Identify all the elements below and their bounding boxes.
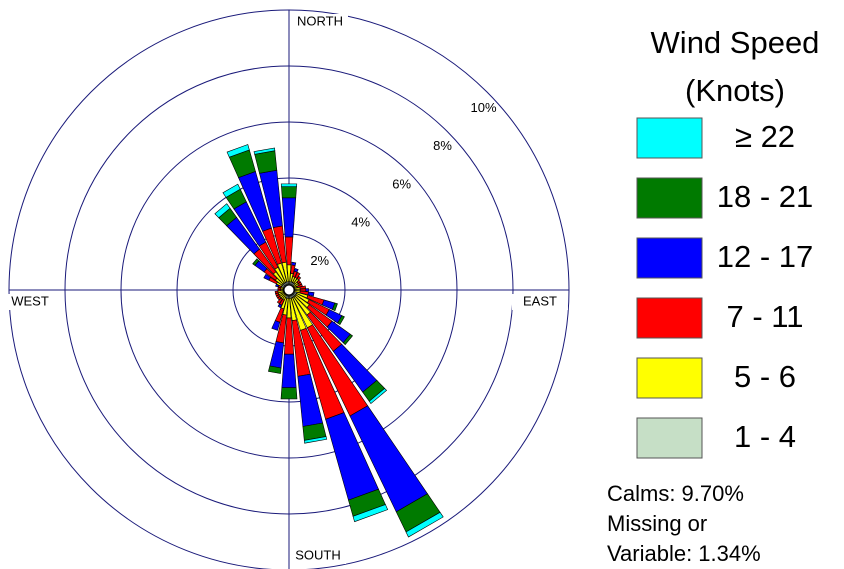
wind-segment (271, 320, 281, 331)
legend-label: 18 - 21 (717, 179, 814, 214)
wind-segment (291, 261, 297, 266)
cardinal-label: NORTH (297, 13, 343, 28)
wind-segment (277, 303, 283, 309)
label-bg (290, 548, 346, 564)
wind-segment (275, 292, 280, 297)
wind-segment (253, 147, 276, 155)
wind-segment (214, 203, 231, 219)
wind-segment (274, 290, 279, 294)
wind-segment (222, 183, 241, 198)
label-bg (292, 14, 348, 30)
calm-circle (283, 284, 295, 296)
wind-segment (299, 288, 307, 292)
legend-swatch (636, 417, 703, 459)
cardinal-label: SOUTH (295, 547, 341, 562)
wind-segment (342, 333, 354, 346)
wind-segment (276, 297, 283, 305)
legend-label: 1 - 4 (734, 419, 796, 454)
wind-segment (352, 504, 389, 523)
wind-segment (305, 288, 309, 292)
wind-segment (263, 273, 271, 281)
wind-segment (281, 186, 297, 199)
label-bg (512, 294, 568, 310)
ring-label: 10% (471, 100, 497, 115)
legend-swatch (636, 177, 703, 219)
legend-swatch (636, 117, 703, 159)
wind-segment (280, 387, 298, 400)
wind-segment (275, 294, 281, 299)
legend-subtitle: (Knots) (685, 73, 785, 108)
wind-segment (332, 302, 338, 312)
wind-segment (296, 275, 302, 281)
ring-label: 8% (433, 138, 452, 153)
wind-segment (275, 283, 280, 288)
wind-segment (268, 365, 282, 374)
missing-note: Variable: 1.34% (607, 541, 761, 566)
wind-segment (405, 511, 444, 538)
plot-area (2, 9, 570, 569)
wind-segment (277, 288, 281, 292)
legend-label: 5 - 6 (734, 359, 796, 394)
legend-label: 12 - 17 (717, 239, 814, 274)
cardinal-label: WEST (11, 293, 49, 308)
wind-segment (297, 281, 303, 286)
missing-note: Missing or (607, 511, 707, 536)
wind-segment (307, 291, 315, 297)
label-bg (2, 294, 58, 310)
cardinal-label: EAST (523, 293, 557, 308)
ring-label: 4% (351, 215, 370, 230)
wind-segment (226, 144, 250, 158)
wind-segment (277, 286, 282, 290)
legend-swatch (636, 297, 703, 339)
wind-segment (269, 341, 284, 369)
wind-segment (252, 258, 260, 266)
legend-swatch (636, 237, 703, 279)
legend-swatch (636, 357, 703, 399)
ring-label: 6% (392, 176, 411, 191)
wind-segment (254, 150, 278, 174)
wind-segment (280, 183, 298, 187)
wind-segment (277, 296, 282, 301)
legend-label: ≥ 22 (735, 119, 795, 154)
legend-label: 7 - 11 (727, 299, 804, 334)
wind-segment (368, 387, 388, 404)
ring-label: 2% (310, 253, 329, 268)
wind-segment (303, 436, 328, 444)
wind-segment (281, 353, 297, 389)
wind-segment (281, 197, 297, 238)
legend-title: Wind Speed (651, 25, 820, 60)
wind-segment (296, 283, 303, 289)
calms-note: Calms: 9.70% (607, 481, 744, 506)
wind-segment (337, 315, 345, 326)
wind-segment (294, 271, 301, 279)
wind-segment (293, 268, 299, 273)
wind-segment (299, 285, 307, 290)
wind-segment (296, 279, 301, 284)
